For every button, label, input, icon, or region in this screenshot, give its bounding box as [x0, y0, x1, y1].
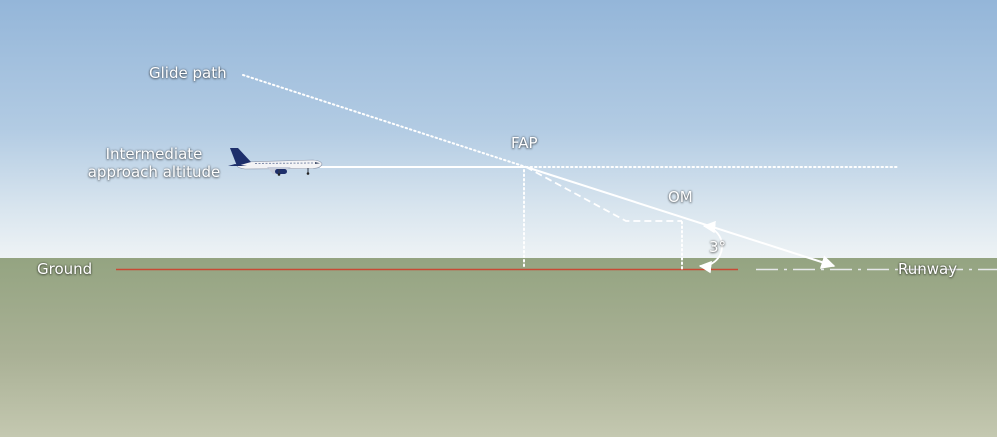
glide-path-line — [242, 74, 527, 168]
intermediate-label-line1: Intermediate — [105, 145, 203, 163]
ground-label: Ground — [37, 260, 93, 278]
angle-label: 3° — [709, 238, 727, 256]
sky — [0, 0, 997, 258]
om-label: OM — [668, 188, 693, 206]
step-down-path — [525, 166, 682, 222]
intermediate-altitude-label: Intermediate approach altitude — [68, 145, 240, 181]
fap-label: FAP — [511, 134, 538, 152]
ground-area — [0, 258, 997, 437]
final-approach-path — [525, 166, 836, 269]
intermediate-label-line2: approach altitude — [87, 163, 221, 181]
runway-label: Runway — [898, 260, 958, 278]
angle-arc — [698, 220, 723, 274]
glide-path-label: Glide path — [149, 64, 227, 82]
airliner-icon — [228, 148, 323, 176]
